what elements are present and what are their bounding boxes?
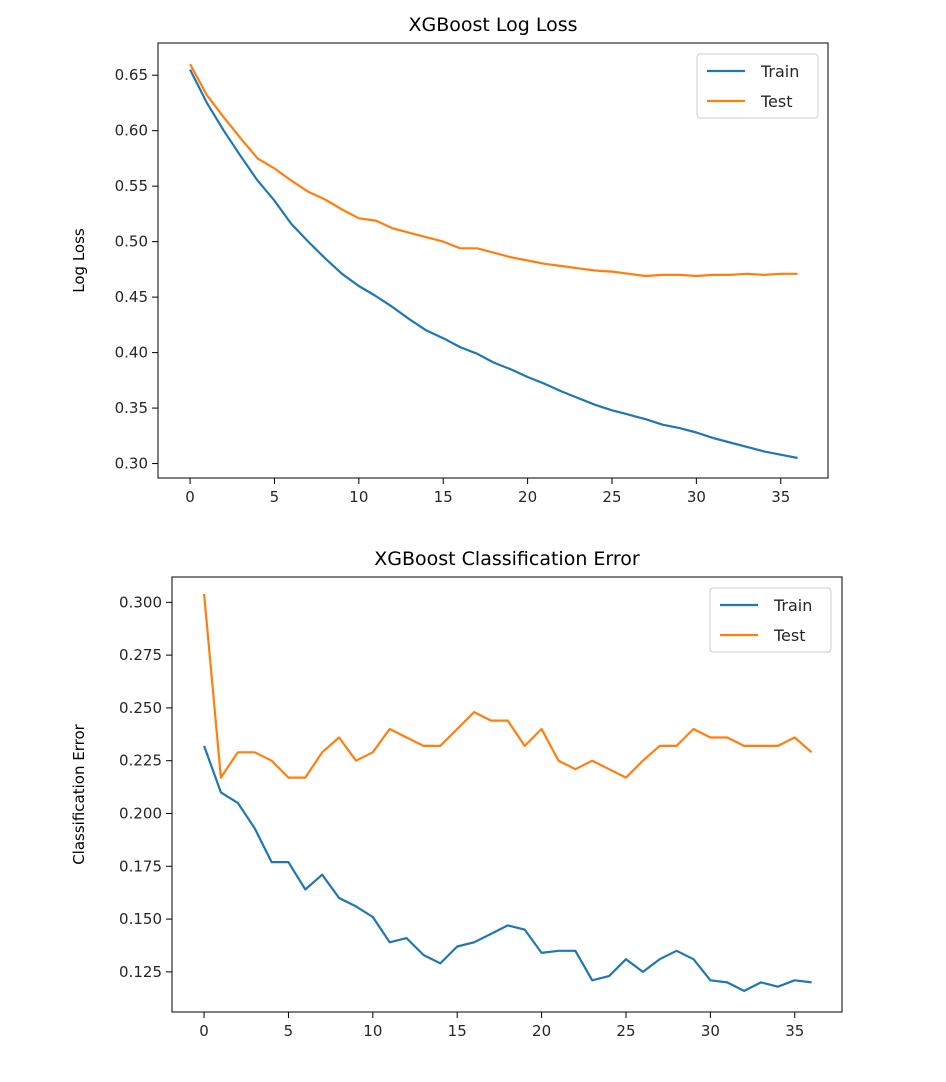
x-tick-label: 30 xyxy=(687,488,706,506)
y-tick-label: 0.40 xyxy=(115,344,148,362)
y-axis-label: Log Loss xyxy=(70,228,88,293)
x-tick-label: 35 xyxy=(771,488,790,506)
y-tick-label: 0.65 xyxy=(115,66,148,84)
legend-box xyxy=(709,587,832,653)
chart-title: XGBoost Log Loss xyxy=(408,14,577,36)
axes-frame xyxy=(157,42,829,479)
legend: Train Test xyxy=(696,53,819,119)
y-tick-label: 0.150 xyxy=(119,910,162,928)
x-tick-label: 20 xyxy=(532,1022,551,1040)
y-axis-label: Classification Error xyxy=(70,723,88,864)
x-tick-label: 0 xyxy=(199,1022,209,1040)
axes-frame xyxy=(171,576,843,1013)
series-line-train xyxy=(189,69,798,460)
x-tick-label: 5 xyxy=(270,488,280,506)
x-tick-label: 25 xyxy=(616,1022,635,1040)
y-tick-label: 0.300 xyxy=(119,593,162,611)
series-line-train xyxy=(203,745,812,993)
x-tick-label: 15 xyxy=(448,1022,467,1040)
x-tick-label: 15 xyxy=(434,488,453,506)
legend-box xyxy=(696,53,819,119)
y-tick-label: 0.60 xyxy=(115,122,148,140)
x-tick-label: 5 xyxy=(284,1022,294,1040)
y-tick-label: 0.175 xyxy=(119,857,162,875)
x-tick-label: 10 xyxy=(363,1022,382,1040)
y-tick-label: 0.250 xyxy=(119,699,162,717)
legend-label-test: Test xyxy=(773,626,806,645)
legend-label-train: Train xyxy=(760,62,799,81)
legend-label-train: Train xyxy=(773,596,812,615)
y-tick-label: 0.55 xyxy=(115,177,148,195)
chart-1: XGBoost Log Loss Log Loss 0 5 10 15 20 25 30 35 0.… xyxy=(70,14,829,506)
x-tick-label: 35 xyxy=(785,1022,804,1040)
x-tick-label: 20 xyxy=(518,488,537,506)
x-tick-label: 30 xyxy=(701,1022,720,1040)
legend-label-test: Test xyxy=(760,92,793,111)
x-tick-label: 25 xyxy=(602,488,621,506)
series-line-test xyxy=(203,593,813,779)
x-tick-label: 10 xyxy=(349,488,368,506)
x-tick-label: 0 xyxy=(185,488,195,506)
y-tick-label: 0.50 xyxy=(115,233,148,251)
y-tick-label: 0.200 xyxy=(119,805,162,823)
chart-title: XGBoost Classification Error xyxy=(374,548,640,570)
y-tick-label: 0.35 xyxy=(115,399,148,417)
y-tick-label: 0.125 xyxy=(119,963,162,981)
y-tick-label: 0.225 xyxy=(119,752,162,770)
y-tick-label: 0.45 xyxy=(115,288,148,306)
chart-2: XGBoost Classification Error Classificati… xyxy=(70,548,843,1040)
y-tick-label: 0.30 xyxy=(115,455,148,473)
legend: Train Test xyxy=(709,587,832,653)
y-tick-label: 0.275 xyxy=(119,646,162,664)
series-line-test xyxy=(189,63,798,278)
